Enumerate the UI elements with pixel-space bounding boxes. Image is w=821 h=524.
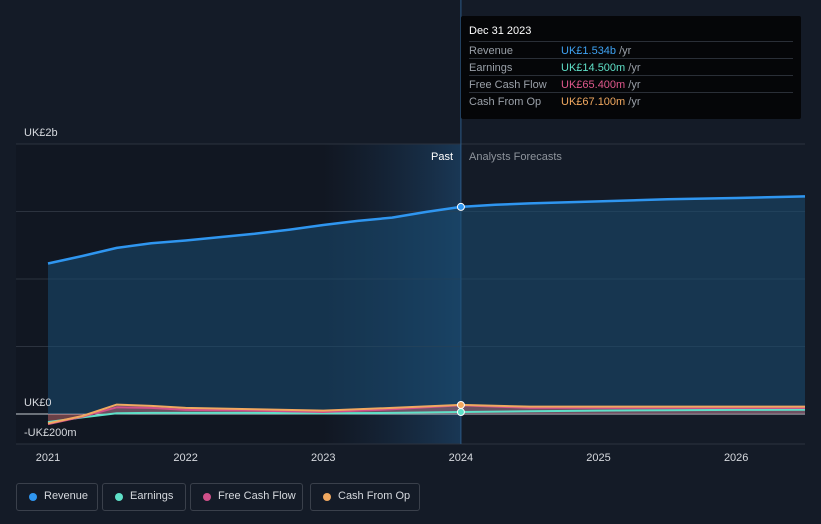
tooltip-row-cash-from-op: Cash From Op UK£67.100m /yr [469, 92, 793, 110]
tooltip-row-revenue: Revenue UK£1.534b /yr [469, 41, 793, 59]
tooltip-value-text: UK£1.534b [561, 45, 617, 57]
tooltip-label: Free Cash Flow [469, 79, 547, 91]
y-label-bottom: -UK£200m [24, 427, 77, 439]
earnings-line [47, 408, 806, 424]
legend-dot-icon [29, 493, 37, 501]
legend-label: Cash From Op [338, 490, 411, 502]
revenue-line [47, 195, 806, 265]
earnings-marker [456, 408, 465, 417]
x-tick-label: 2024 [449, 452, 473, 464]
legend-free-cash-flow[interactable]: Free Cash Flow [190, 483, 303, 511]
past-label: Past [431, 151, 453, 163]
forecast-label: Analysts Forecasts [469, 151, 562, 163]
tooltip-unit: /yr [628, 62, 641, 74]
x-tick-label: 2023 [311, 452, 335, 464]
free-cash-flow-line [47, 404, 805, 426]
tooltip-label: Revenue [469, 45, 514, 57]
tooltip-row-earnings: Earnings UK£14.500m /yr [469, 58, 793, 76]
tooltip-label: Earnings [469, 62, 513, 74]
tooltip-value-text: UK£67.100m [561, 96, 626, 108]
tooltip-unit: /yr [628, 96, 641, 108]
legend-dot-icon [203, 493, 211, 501]
legend-label: Earnings [130, 490, 174, 502]
y-label-zero: UK£0 [24, 397, 52, 409]
revenue-area [48, 196, 805, 414]
tooltip-unit: /yr [628, 79, 641, 91]
legend-earnings[interactable]: Earnings [102, 483, 186, 511]
legend-dot-icon [323, 493, 331, 501]
tooltip-row-free-cash-flow: Free Cash Flow UK£65.400m /yr [469, 75, 793, 93]
cash-from-op-line [47, 403, 805, 425]
cash-from-op-marker [456, 400, 465, 409]
tooltip: Dec 31 2023 Revenue UK£1.534b /yr Earnin… [461, 16, 801, 119]
legend-label: Free Cash Flow [218, 490, 296, 502]
tooltip-value: UK£65.400m /yr [561, 79, 641, 91]
legend-revenue[interactable]: Revenue [16, 483, 98, 511]
revenue-marker [456, 202, 465, 211]
tooltip-value-text: UK£14.500m [561, 62, 626, 74]
tooltip-value: UK£14.500m /yr [561, 62, 641, 74]
legend-cash-from-op[interactable]: Cash From Op [310, 483, 420, 511]
tooltip-label: Cash From Op [469, 96, 542, 108]
tooltip-value-text: UK£65.400m [561, 79, 626, 91]
x-tick-label: 2025 [586, 452, 610, 464]
tooltip-value: UK£67.100m /yr [561, 96, 641, 108]
y-label-top: UK£2b [24, 127, 58, 139]
tooltip-unit: /yr [619, 45, 632, 57]
legend-label: Revenue [44, 490, 89, 502]
x-tick-label: 2021 [36, 452, 60, 464]
x-tick-label: 2022 [173, 452, 197, 464]
legend-dot-icon [115, 493, 123, 501]
tooltip-value: UK£1.534b /yr [561, 45, 631, 57]
x-tick-label: 2026 [724, 452, 748, 464]
tooltip-date: Dec 31 2023 [469, 25, 532, 37]
